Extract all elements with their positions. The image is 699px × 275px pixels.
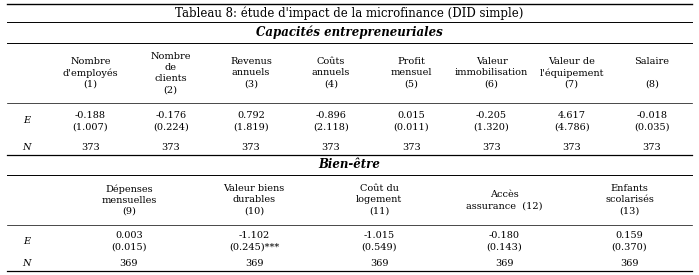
Text: -0.896
(2.118): -0.896 (2.118): [313, 111, 349, 131]
Text: 4.617
(4.786): 4.617 (4.786): [554, 111, 589, 131]
Text: Valeur de
l'équipement
(7): Valeur de l'équipement (7): [540, 57, 604, 89]
Text: -0.180
(0.143): -0.180 (0.143): [487, 231, 522, 251]
Text: -0.176
(0.224): -0.176 (0.224): [153, 111, 189, 131]
Text: 373: 373: [81, 142, 100, 152]
Text: 373: 373: [482, 142, 501, 152]
Text: 373: 373: [241, 142, 260, 152]
Text: 369: 369: [120, 260, 138, 268]
Text: -0.018
(0.035): -0.018 (0.035): [634, 111, 670, 131]
Text: Dépenses
mensuelles
(9): Dépenses mensuelles (9): [101, 184, 157, 216]
Text: Accès
assurance  (12): Accès assurance (12): [466, 190, 542, 210]
Text: 373: 373: [161, 142, 180, 152]
Text: E: E: [23, 236, 30, 246]
Text: 369: 369: [495, 260, 514, 268]
Text: 369: 369: [245, 260, 264, 268]
Text: 373: 373: [642, 142, 661, 152]
Text: Enfants
scolarisés
(13): Enfants scolarisés (13): [605, 185, 654, 216]
Text: Salaire

(8): Salaire (8): [635, 57, 670, 89]
Text: 0.003
(0.015): 0.003 (0.015): [111, 231, 147, 251]
Text: -1.102
(0.245)***: -1.102 (0.245)***: [229, 231, 279, 251]
Text: Tableau 8: étude d'impact de la microfinance (DID simple): Tableau 8: étude d'impact de la microfin…: [175, 6, 524, 20]
Text: 0.015
(0.011): 0.015 (0.011): [394, 111, 429, 131]
Text: N: N: [22, 142, 31, 152]
Text: 0.159
(0.370): 0.159 (0.370): [612, 231, 647, 251]
Text: -1.015
(0.549): -1.015 (0.549): [361, 231, 397, 251]
Text: Coût du
logement
(11): Coût du logement (11): [356, 185, 403, 216]
Text: Profit
mensuel
(5): Profit mensuel (5): [391, 57, 432, 89]
Text: Nombre
d'employés
(1): Nombre d'employés (1): [63, 57, 118, 89]
Text: 373: 373: [322, 142, 340, 152]
Text: -0.205
(1.320): -0.205 (1.320): [474, 111, 510, 131]
Text: N: N: [22, 260, 31, 268]
Text: 369: 369: [370, 260, 389, 268]
Text: 369: 369: [620, 260, 639, 268]
Text: Valeur
immobilisation
(6): Valeur immobilisation (6): [455, 57, 528, 89]
Text: Coûts
annuels
(4): Coûts annuels (4): [312, 57, 350, 89]
Text: Revenus
annuels
(3): Revenus annuels (3): [230, 57, 272, 89]
Text: E: E: [23, 117, 30, 125]
Text: Valeur biens
durables
(10): Valeur biens durables (10): [224, 185, 284, 216]
Text: -0.188
(1.007): -0.188 (1.007): [73, 111, 108, 131]
Text: 373: 373: [562, 142, 581, 152]
Text: 373: 373: [402, 142, 421, 152]
Text: Capacités entrepreneuriales: Capacités entrepreneuriales: [256, 25, 443, 39]
Text: 0.792
(1.819): 0.792 (1.819): [233, 111, 268, 131]
Text: Bien-être: Bien-être: [319, 158, 380, 172]
Text: Nombre
de
clients
(2): Nombre de clients (2): [150, 52, 191, 94]
